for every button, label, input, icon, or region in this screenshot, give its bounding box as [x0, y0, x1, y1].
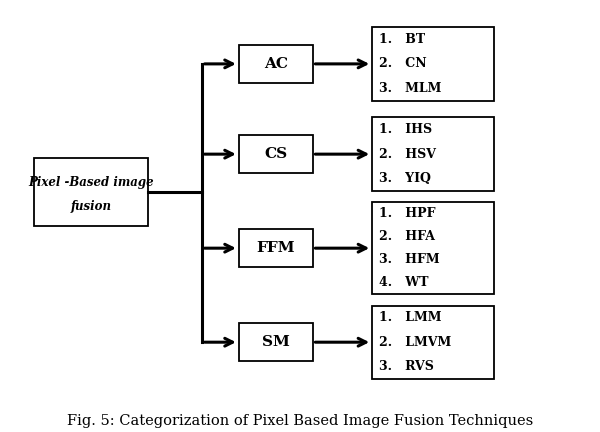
Text: 3.   HFM: 3. HFM	[379, 253, 440, 266]
Text: 3.   YIQ: 3. YIQ	[379, 172, 431, 185]
Text: Fig. 5: Categorization of Pixel Based Image Fusion Techniques: Fig. 5: Categorization of Pixel Based Im…	[67, 414, 533, 428]
Text: 3.   RVS: 3. RVS	[379, 360, 434, 373]
Bar	[239, 324, 313, 361]
Text: SM: SM	[262, 335, 290, 349]
Text: AC: AC	[263, 57, 287, 71]
Bar	[372, 27, 494, 101]
Text: 1.   LMM: 1. LMM	[379, 311, 442, 324]
Text: 1.   BT: 1. BT	[379, 33, 425, 46]
Text: fusion: fusion	[71, 200, 112, 213]
Bar	[372, 202, 494, 294]
Text: CS: CS	[264, 147, 287, 161]
Text: 2.   HSV: 2. HSV	[379, 148, 436, 161]
Text: 2.   LMVM: 2. LMVM	[379, 336, 451, 349]
Text: 1.   HPF: 1. HPF	[379, 207, 436, 220]
Bar	[34, 158, 148, 226]
Text: FFM: FFM	[256, 241, 295, 255]
Text: 2.   HFA: 2. HFA	[379, 230, 435, 243]
Bar	[239, 45, 313, 83]
Bar	[239, 229, 313, 267]
Bar	[239, 135, 313, 173]
Text: 2.   CN: 2. CN	[379, 57, 427, 70]
Text: 4.   WT: 4. WT	[379, 276, 428, 289]
Text: 3.   MLM: 3. MLM	[379, 82, 442, 95]
Bar	[372, 118, 494, 191]
Bar	[372, 305, 494, 379]
Text: 1.   IHS: 1. IHS	[379, 123, 432, 136]
Text: Pixel -Based image: Pixel -Based image	[28, 176, 154, 189]
